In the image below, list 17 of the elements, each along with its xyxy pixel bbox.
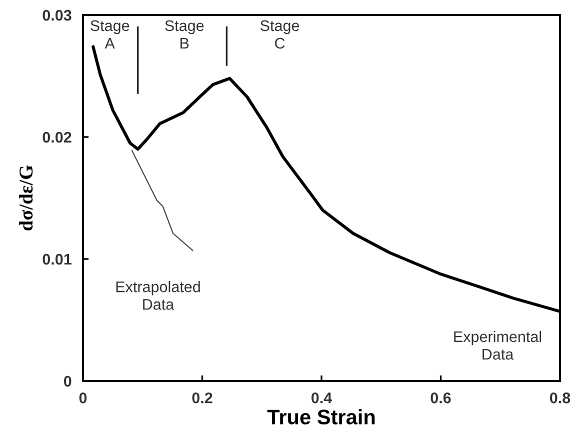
x-axis-title: True Strain	[267, 409, 375, 424]
x-tick-label: 0.8	[550, 392, 570, 404]
y-tick-label: 0.02	[42, 132, 72, 143]
annotation: Stage A	[90, 20, 130, 49]
y-tick-label: 0	[64, 376, 72, 387]
series-label: Experimental Data	[454, 330, 542, 360]
annotation: Stage B	[165, 20, 204, 49]
line-series	[131, 150, 194, 252]
x-tick-label: 0.4	[311, 392, 332, 404]
y-tick-label: 0.01	[42, 254, 72, 265]
x-tick-label: 0.6	[430, 392, 451, 404]
y-tick-label: 0.03	[42, 10, 72, 21]
y-axis-title: dσ/dε/G	[18, 165, 33, 230]
x-tick-label: 0.2	[192, 392, 212, 404]
x-tick-label: 0	[79, 392, 87, 404]
text: Extrapolated Data	[116, 281, 200, 310]
annotation: Stage C	[260, 20, 300, 49]
